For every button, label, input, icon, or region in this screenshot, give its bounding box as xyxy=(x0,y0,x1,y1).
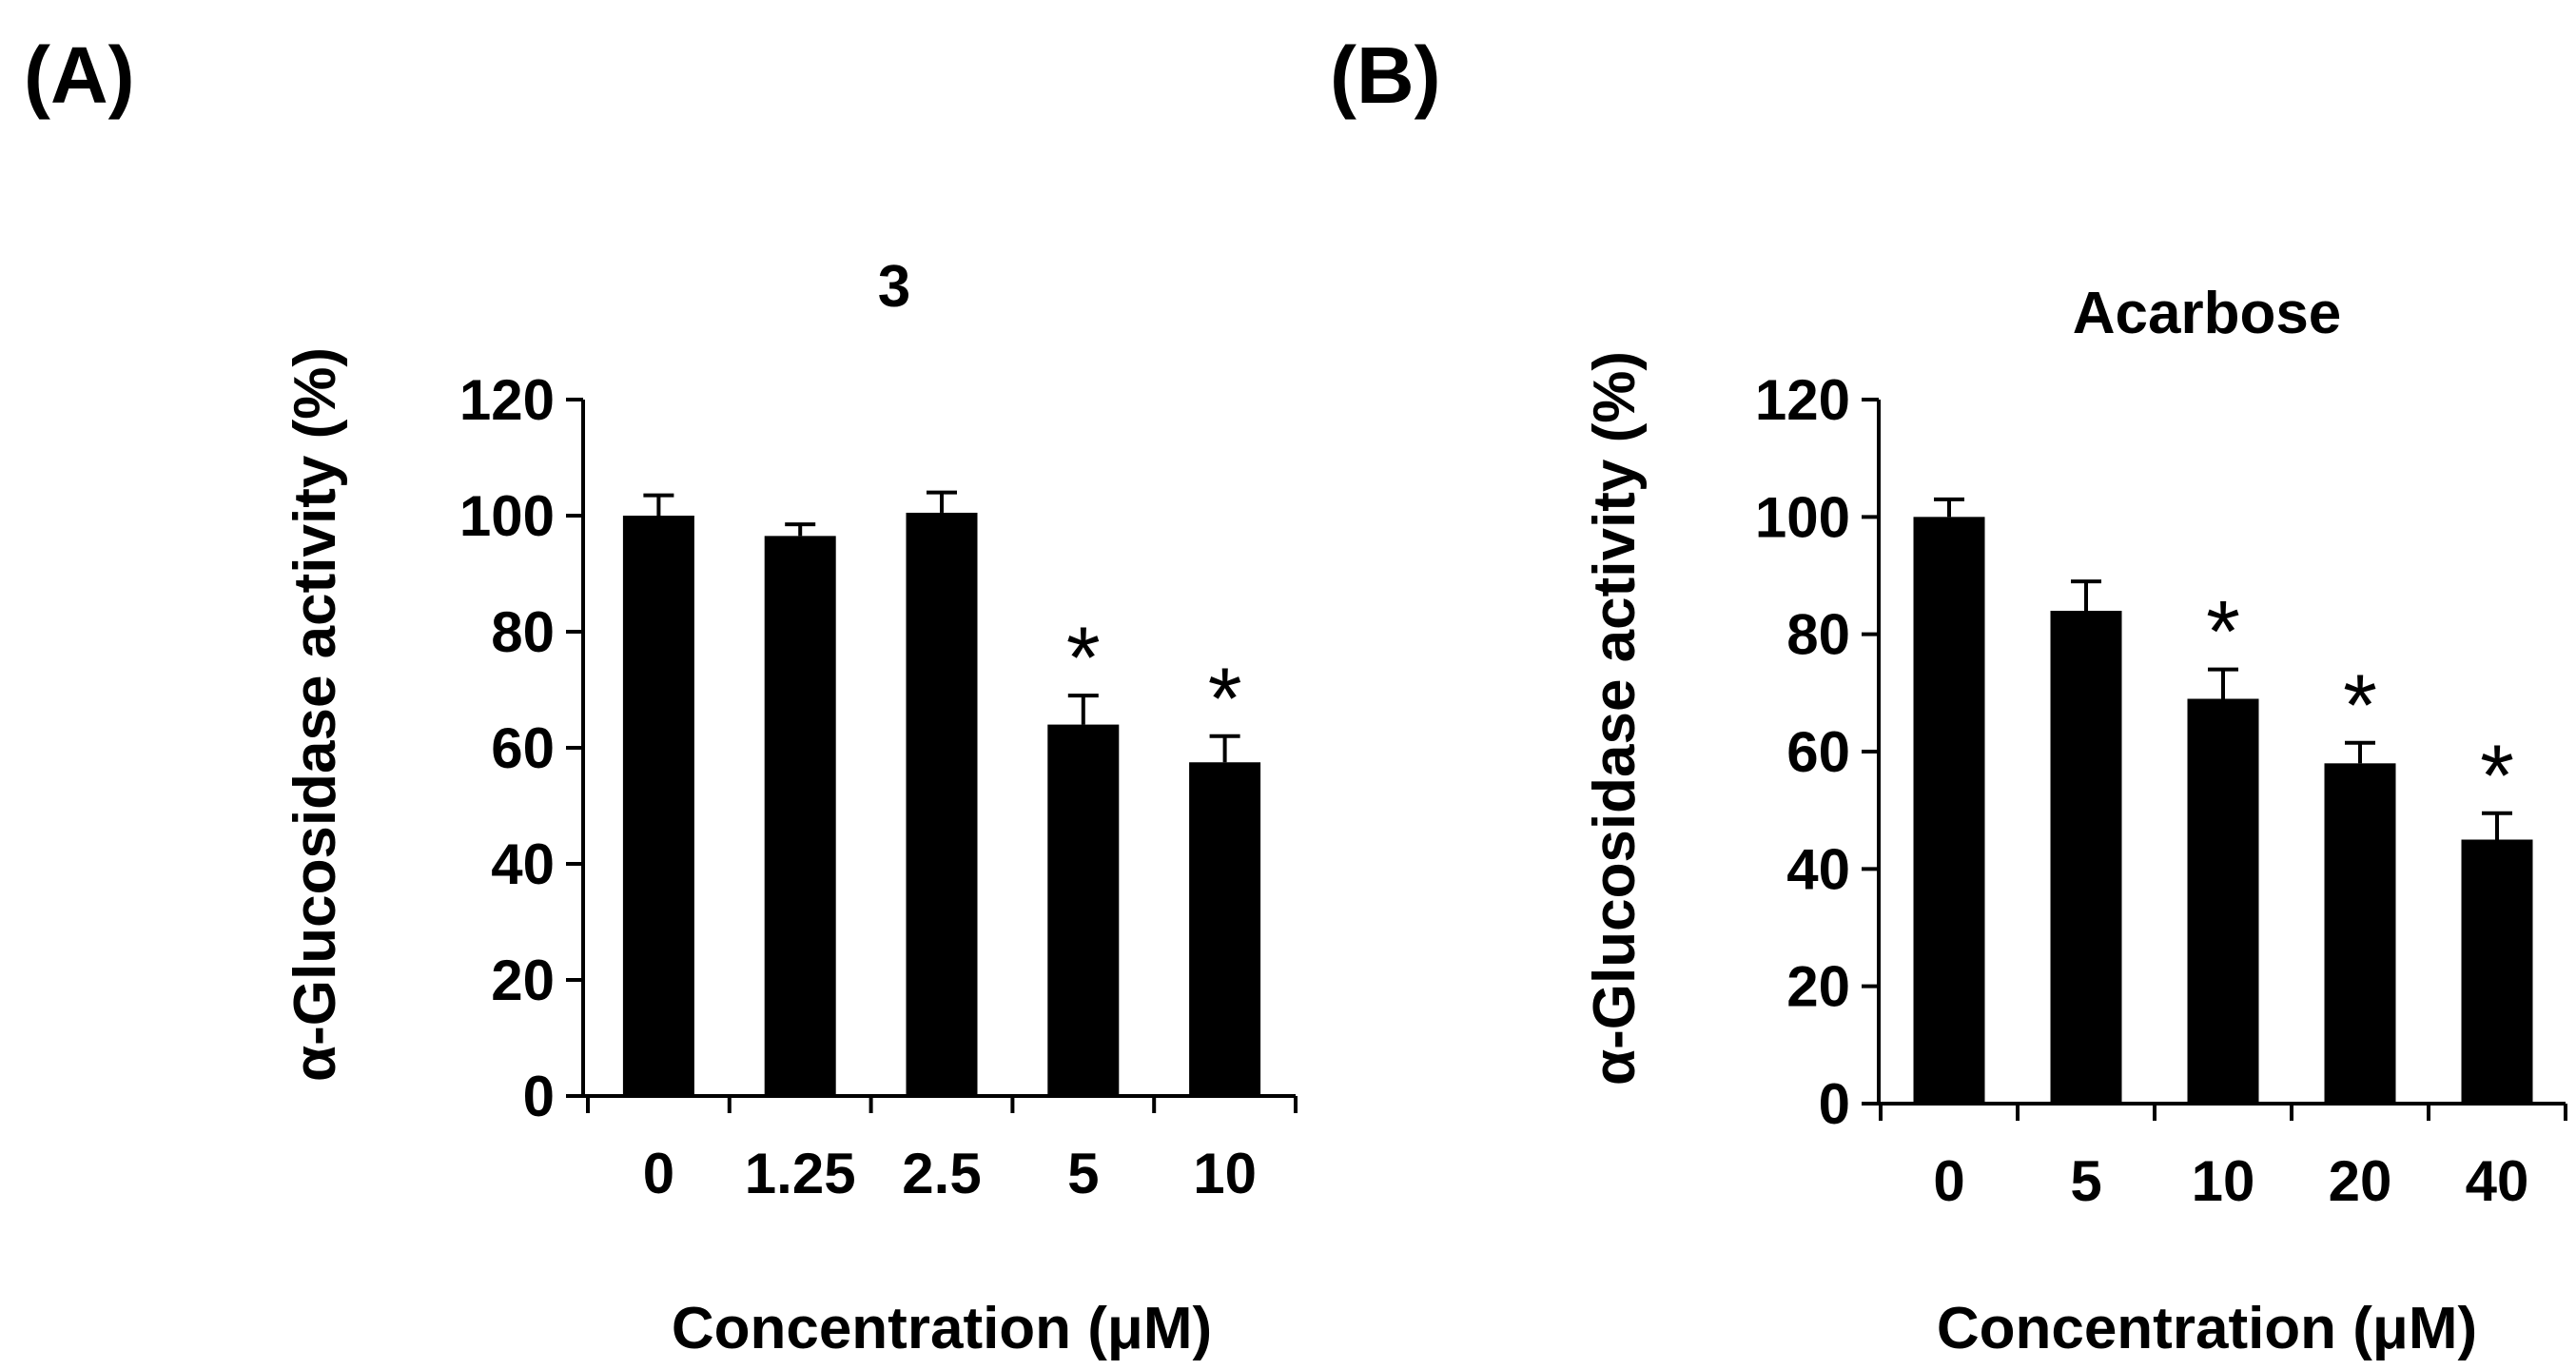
y-axis-label: α-Glucosidase activity (%) xyxy=(283,347,348,1082)
chart-panel-a: (A) 3 0 20 40 60 80 100 120 0 1.25 2.5 5 * 10 * α-Glucos… xyxy=(24,30,1298,1361)
bar xyxy=(2187,698,2259,1104)
chart-title: 3 xyxy=(878,254,910,320)
bar xyxy=(622,516,694,1096)
chart-title: Acarbose xyxy=(2073,281,2342,346)
y-tick-label: 0 xyxy=(523,1065,555,1128)
x-axis-label: Concentration (μM) xyxy=(1937,1296,2477,1361)
y-tick-label: 80 xyxy=(491,600,555,664)
bar xyxy=(2324,763,2396,1104)
y-tick-label: 20 xyxy=(491,949,555,1012)
x-tick-label: 5 xyxy=(2070,1149,2101,1213)
chart-panel-b: (B) Acarbose 0 20 40 60 80 100 120 0 5 10 * 20 * 40 * α-G… xyxy=(1330,30,2567,1361)
significance-marker: * xyxy=(1208,651,1242,748)
panel-label: (A) xyxy=(24,30,135,120)
y-axis-label: α-Glucosidase activity (%) xyxy=(1582,351,1648,1086)
significance-marker: * xyxy=(2206,584,2240,681)
bar xyxy=(2461,839,2533,1104)
y-tick-label: 40 xyxy=(1786,837,1850,901)
y-tick-label: 80 xyxy=(1786,603,1850,667)
y-tick-label: 100 xyxy=(459,484,555,548)
y-tick-label: 60 xyxy=(491,716,555,780)
x-tick-label: 5 xyxy=(1067,1142,1099,1205)
x-tick-label: 40 xyxy=(2466,1149,2529,1213)
x-tick-label: 10 xyxy=(1193,1142,1257,1205)
x-axis-label: Concentration (μM) xyxy=(672,1296,1212,1361)
x-tick-label: 20 xyxy=(2329,1149,2392,1213)
y-tick-label: 20 xyxy=(1786,955,1850,1019)
panel-label: (B) xyxy=(1330,30,1441,120)
bar xyxy=(1189,762,1261,1096)
x-tick-label: 0 xyxy=(643,1142,674,1205)
y-tick-label: 100 xyxy=(1755,485,1850,549)
y-tick-label: 40 xyxy=(491,832,555,896)
y-tick-label: 120 xyxy=(1755,368,1850,432)
bar xyxy=(906,512,978,1096)
significance-marker: * xyxy=(2480,728,2514,825)
x-tick-label: 10 xyxy=(2192,1149,2255,1213)
y-tick-label: 0 xyxy=(1819,1072,1850,1136)
x-tick-label: 1.25 xyxy=(745,1142,856,1205)
bar xyxy=(764,536,836,1096)
y-tick-label: 120 xyxy=(459,368,555,432)
significance-marker: * xyxy=(2343,657,2377,754)
bar xyxy=(1913,517,1985,1104)
significance-marker: * xyxy=(1066,610,1101,707)
x-tick-label: 0 xyxy=(1933,1149,1964,1213)
y-tick-label: 60 xyxy=(1786,720,1850,784)
bar xyxy=(1047,724,1120,1096)
bar xyxy=(2050,611,2122,1104)
x-tick-label: 2.5 xyxy=(902,1142,981,1205)
